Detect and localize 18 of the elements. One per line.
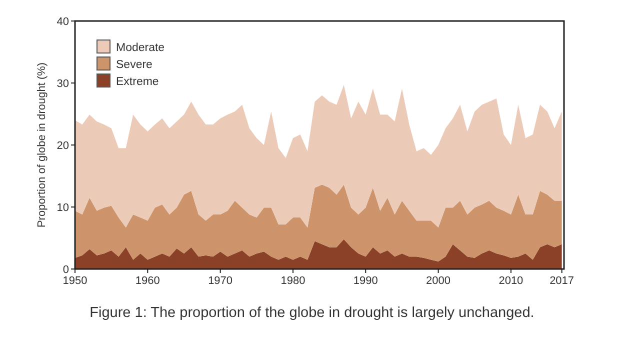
caption: Figure 1: The proportion of the globe in drought is largely unchanged. [90,305,534,321]
x-tick-label: 2000 [426,275,451,287]
x-tick-label: 2017 [550,275,574,287]
x-tick-label: 2010 [498,275,524,287]
x-tick-label: 1960 [135,275,160,287]
y-tick-label: 20 [56,140,69,152]
x-tick-label: 1990 [353,275,378,287]
y-axis-title: Proportion of globe in drought (%) [36,62,48,228]
y-tick-label: 40 [56,16,69,28]
y-tick-label: 10 [56,202,69,214]
y-tick-label: 30 [56,78,69,90]
legend-label: Extreme [116,76,159,88]
legend-label: Severe [116,59,152,71]
x-tick-label: 1970 [208,275,233,287]
x-tick-label: 1950 [62,275,88,287]
x-tick-label: 1980 [280,275,306,287]
y-tick-label: 0 [62,264,69,276]
legend-label: Moderate [116,42,165,54]
